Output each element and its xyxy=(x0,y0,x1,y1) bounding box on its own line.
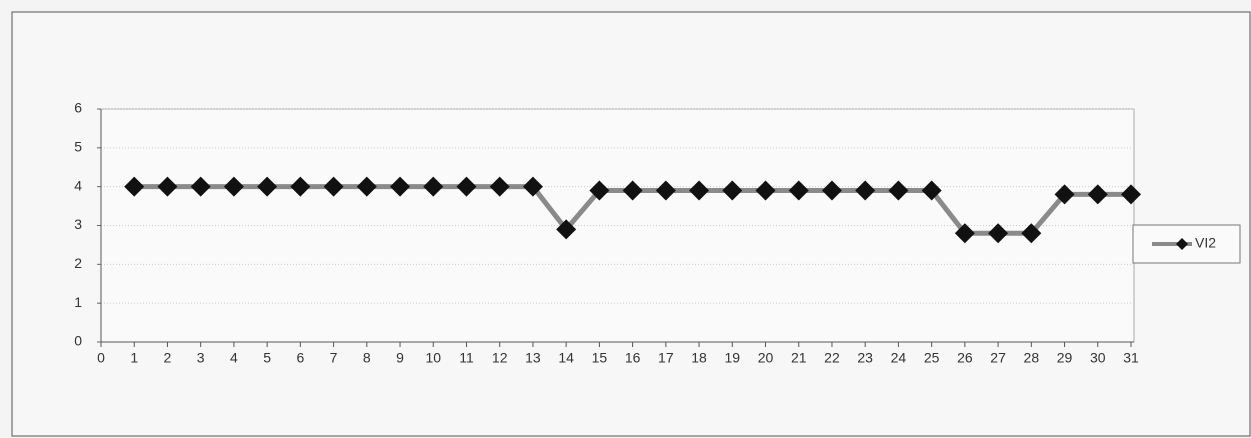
marker xyxy=(921,180,942,201)
marker xyxy=(390,176,411,197)
marker xyxy=(1087,184,1108,205)
x-tick-label: 9 xyxy=(396,350,404,366)
x-tick-label: 7 xyxy=(330,350,338,366)
x-tick-label: 28 xyxy=(1024,350,1040,366)
x-tick-label: 8 xyxy=(363,350,371,366)
x-tick-label: 21 xyxy=(791,350,807,366)
y-tick-label: 4 xyxy=(74,177,82,193)
x-tick-label: 20 xyxy=(758,350,774,366)
marker xyxy=(157,176,178,197)
x-tick-label: 5 xyxy=(263,350,271,366)
marker xyxy=(556,219,577,240)
legend-marker xyxy=(1176,238,1188,250)
x-tick-label: 24 xyxy=(891,350,907,366)
y-tick-label: 3 xyxy=(74,216,82,232)
marker xyxy=(423,176,444,197)
x-tick-label: 15 xyxy=(592,350,608,366)
legend-label: VI2 xyxy=(1195,235,1216,251)
marker xyxy=(821,180,842,201)
marker xyxy=(755,180,776,201)
marker xyxy=(788,180,809,201)
marker xyxy=(124,176,145,197)
x-tick-label: 6 xyxy=(296,350,304,366)
marker xyxy=(1054,184,1075,205)
x-tick-label: 10 xyxy=(425,350,441,366)
x-tick-label: 23 xyxy=(857,350,873,366)
x-tick-label: 14 xyxy=(558,350,574,366)
marker xyxy=(954,223,975,244)
marker xyxy=(323,176,344,197)
x-tick-label: 30 xyxy=(1090,350,1106,366)
x-tick-label: 17 xyxy=(658,350,674,366)
marker xyxy=(257,176,278,197)
marker xyxy=(290,176,311,197)
x-tick-label: 0 xyxy=(97,350,105,366)
marker xyxy=(888,180,909,201)
x-tick-label: 26 xyxy=(957,350,973,366)
y-tick-label: 1 xyxy=(74,294,82,310)
x-tick-label: 1 xyxy=(130,350,138,366)
marker xyxy=(522,176,543,197)
marker xyxy=(1021,223,1042,244)
x-tick-label: 31 xyxy=(1123,350,1139,366)
marker xyxy=(988,223,1009,244)
x-tick-label: 12 xyxy=(492,350,508,366)
x-tick-label: 25 xyxy=(924,350,940,366)
marker xyxy=(456,176,477,197)
marker xyxy=(223,176,244,197)
y-tick-label: 2 xyxy=(74,255,82,271)
marker xyxy=(722,180,743,201)
marker xyxy=(356,176,377,197)
x-tick-label: 3 xyxy=(197,350,205,366)
marker xyxy=(855,180,876,201)
marker xyxy=(489,176,510,197)
x-tick-label: 16 xyxy=(625,350,641,366)
y-tick-label: 6 xyxy=(74,100,82,116)
marker xyxy=(589,180,610,201)
x-tick-label: 27 xyxy=(990,350,1006,366)
x-tick-label: 22 xyxy=(824,350,840,366)
marker xyxy=(622,180,643,201)
marker xyxy=(689,180,710,201)
x-tick-label: 11 xyxy=(459,350,474,366)
marker xyxy=(1121,184,1141,205)
x-tick-label: 2 xyxy=(164,350,172,366)
x-tick-label: 4 xyxy=(230,350,238,366)
x-tick-label: 18 xyxy=(691,350,707,366)
y-tick-label: 0 xyxy=(74,333,82,349)
y-tick-label: 5 xyxy=(74,139,82,155)
x-tick-label: 13 xyxy=(525,350,541,366)
x-tick-label: 19 xyxy=(725,350,741,366)
x-tick-label: 29 xyxy=(1057,350,1073,366)
marker xyxy=(655,180,676,201)
marker xyxy=(190,176,211,197)
